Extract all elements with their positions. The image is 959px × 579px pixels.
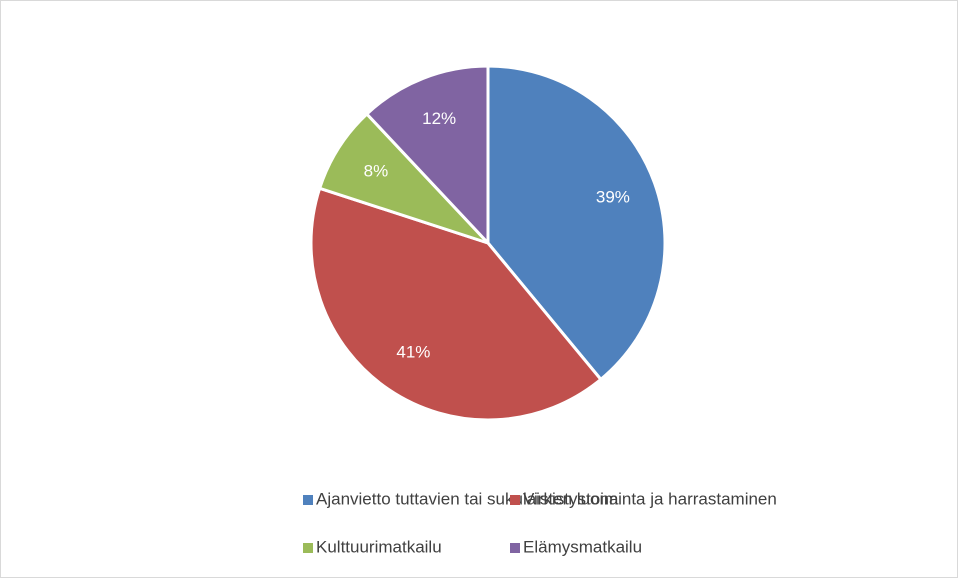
pie-slice bbox=[486, 64, 667, 382]
legend-label: Elämysmatkailu bbox=[523, 537, 642, 556]
legend-swatch bbox=[303, 495, 313, 505]
legend-swatch bbox=[510, 543, 520, 553]
pie-slice bbox=[364, 64, 490, 247]
value-label: 41% bbox=[396, 342, 430, 361]
legend-label: Virkistystoiminta ja harrastaminen bbox=[523, 489, 777, 508]
pie-slice bbox=[317, 111, 490, 245]
legend-swatch bbox=[510, 495, 520, 505]
legend-swatch bbox=[303, 543, 313, 553]
legend-label: Ajanvietto tuttavien tai sukulaisten luo… bbox=[316, 489, 619, 508]
value-label: 8% bbox=[364, 161, 389, 180]
pie-slice bbox=[309, 186, 603, 422]
legend-label: Kulttuurimatkailu bbox=[316, 537, 442, 556]
value-label: 39% bbox=[596, 188, 630, 207]
value-label: 12% bbox=[422, 109, 456, 128]
